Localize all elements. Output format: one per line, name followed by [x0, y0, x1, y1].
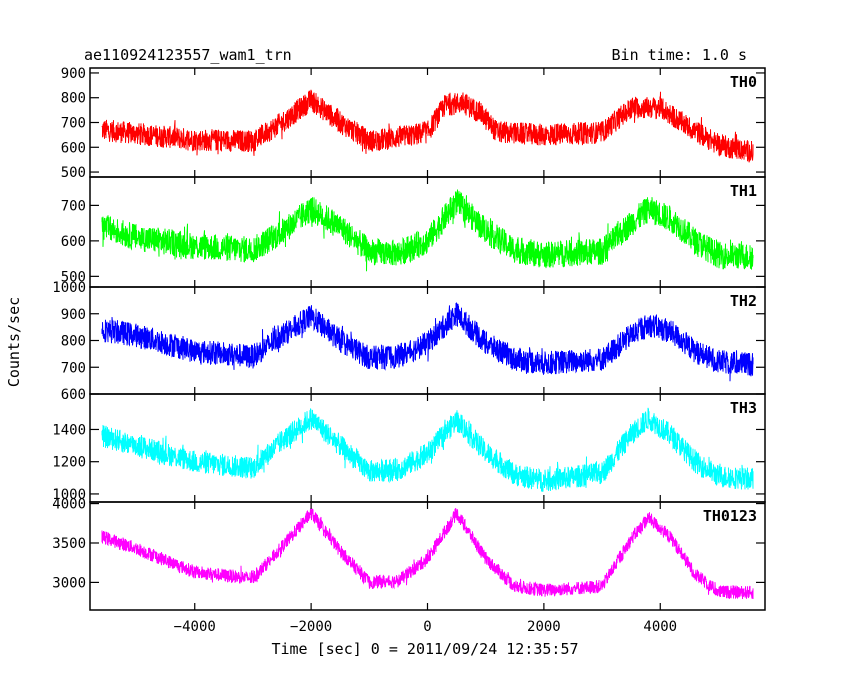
y-tick-label: 800 [61, 91, 86, 107]
x-axis-label: Time [sec] 0 = 2011/09/24 12:35:57 [271, 640, 578, 658]
panel-th2: 600 700 800 900 1000 TH2 [52, 280, 766, 403]
y-tick-label: 700 [61, 360, 86, 376]
chart-title: ae110924123557_wam1_trn [84, 46, 292, 64]
data-trace-th1 [101, 189, 754, 272]
panel-th3: 1000 1200 1400 TH3 [52, 393, 766, 503]
panel-frame [89, 176, 766, 288]
data-trace-th3 [101, 407, 754, 492]
y-tick-label: 3500 [52, 536, 86, 552]
x-tick-label: 4000 [643, 619, 677, 635]
panel-th0: 500 600 700 800 900 TH0 [61, 66, 766, 181]
panel-label: TH2 [730, 292, 757, 310]
panel-label: TH0123 [703, 507, 757, 525]
y-tick-label: 800 [61, 334, 86, 350]
panel-th0123: 3000 3500 4000 TH0123 [52, 497, 766, 611]
y-tick-label: 600 [61, 140, 86, 156]
data-trace-th0123 [101, 507, 754, 600]
y-tick-label: 600 [61, 234, 86, 250]
y-tick-label: 900 [61, 307, 86, 323]
x-tick-label: 2000 [527, 619, 561, 635]
x-tick-label: −4000 [174, 619, 216, 635]
data-trace-th0 [101, 89, 754, 163]
panel-th1: 500 600 700 TH1 [61, 176, 766, 288]
panel-label: TH0 [730, 73, 757, 91]
x-tick-label: 0 [423, 619, 431, 635]
panels-group: 500 600 700 800 900 TH0 500 600 700 TH1 600 700 800 9… [52, 66, 766, 635]
y-axis-label: Counts/sec [5, 297, 23, 387]
y-tick-label: 3000 [52, 575, 86, 591]
x-tick-label: −2000 [290, 619, 332, 635]
panel-label: TH1 [730, 182, 757, 200]
y-tick-label: 1400 [52, 422, 86, 438]
y-tick-label: 700 [61, 116, 86, 132]
data-trace-th2 [101, 302, 754, 382]
y-tick-label: 1000 [52, 487, 86, 503]
y-tick-label: 600 [61, 387, 86, 403]
y-tick-label: 900 [61, 66, 86, 82]
y-tick-label: 500 [61, 269, 86, 285]
y-tick-label: 700 [61, 198, 86, 214]
y-tick-label: 1200 [52, 455, 86, 471]
y-tick-label: 1000 [52, 280, 86, 296]
y-tick-label: 4000 [52, 497, 86, 513]
panel-label: TH3 [730, 399, 757, 417]
y-tick-label: 500 [61, 165, 86, 181]
bin-time-label: Bin time: 1.0 s [612, 46, 747, 64]
